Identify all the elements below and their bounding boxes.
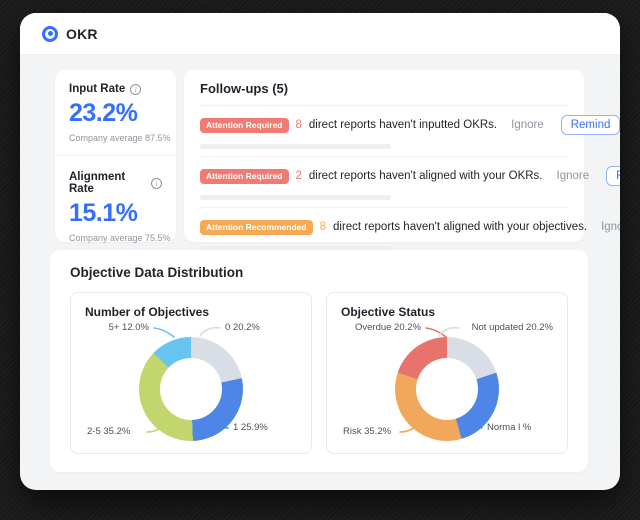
followups-card: Follow-ups (5) Attention Required 8 dire… (184, 70, 620, 251)
connector-line (438, 326, 460, 337)
chart-label: Not updated 20.2% (471, 322, 553, 333)
followup-message: direct reports haven't inputted OKRs. (308, 119, 498, 131)
chart-label: 2-5 35.2% (87, 426, 131, 437)
ignore-button[interactable]: Ignore (511, 119, 544, 131)
input-rate-company-average: Company average 87.5% (69, 133, 171, 143)
alignment-rate-value: 15.1% (69, 199, 138, 227)
objective-distribution-card: Objective Data Distribution Number of Ob… (50, 250, 588, 472)
objective-status-chart-card: Objective Status Overdue 20.2% Not updat… (326, 292, 568, 454)
input-rate-label: Input Rate (69, 83, 126, 95)
input-rate-value: 23.2% (69, 99, 138, 127)
connector-line (207, 416, 229, 429)
attention-badge: Attention Required (200, 168, 289, 184)
chart-title: Objective Status (341, 305, 436, 319)
connector-line (199, 326, 221, 337)
alignment-rate-section: Alignment Rate i 15.1% Company average 7… (55, 158, 176, 253)
alignment-rate-company-average: Company average 75.5% (69, 233, 171, 243)
okr-logo-icon (42, 25, 58, 42)
attention-badge: Attention Recommended (200, 219, 313, 235)
distribution-title: Objective Data Distribution (70, 265, 244, 280)
attention-badge: Attention Required (200, 117, 289, 133)
connector-line (425, 327, 447, 338)
app-header: OKR (20, 13, 620, 55)
followup-message: direct reports haven't aligned with your… (333, 221, 588, 233)
chart-label: 1 25.9% (233, 422, 268, 433)
remind-button[interactable]: Remind (606, 166, 620, 186)
chart-label: 5+ 12.0% (108, 322, 149, 333)
connector-line (153, 327, 175, 338)
rate-stats-card: Input Rate i 23.2% Company average 87.5%… (55, 70, 176, 243)
followups-title: Follow-ups (5) (200, 81, 289, 96)
followup-item: Attention Recommended 8 direct reports h… (200, 208, 620, 258)
chart-label: Risk 35.2% (343, 426, 392, 437)
remind-button[interactable]: Remind (560, 115, 620, 135)
alignment-rate-label: Alignment Rate (69, 171, 126, 195)
chart-title: Number of Objectives (85, 305, 210, 319)
followup-item: Attention Required 2 direct reports have… (200, 157, 620, 208)
okr-app-window: OKR Input Rate i 23.2% Company average 8… (20, 13, 620, 490)
info-icon[interactable]: i (130, 83, 142, 95)
followup-message: direct reports haven't aligned with your… (308, 170, 543, 182)
ignore-button[interactable]: Ignore (556, 170, 590, 182)
divider (200, 105, 568, 106)
input-rate-section: Input Rate i 23.2% Company average 87.5% (55, 70, 176, 153)
report-count: 8 (295, 119, 302, 131)
info-icon[interactable]: i (151, 177, 162, 189)
chart-label: Overdue 20.2% (354, 322, 421, 333)
divider (55, 155, 176, 156)
chart-label: 0 20.2% (225, 322, 260, 333)
followup-item: Attention Required 8 direct reports have… (200, 106, 620, 157)
report-count: 2 (295, 170, 302, 182)
app-title: OKR (66, 25, 98, 42)
connector-line (461, 416, 483, 429)
report-count: 8 (319, 221, 326, 233)
ignore-button[interactable]: Ignore (601, 221, 620, 233)
donut-chart (395, 337, 499, 441)
placeholder-bar (200, 144, 392, 149)
chart-label: Norma l % (487, 422, 532, 433)
placeholder-bar (200, 246, 392, 251)
number-of-objectives-chart-card: Number of Objectives 5+ 12.0% 0 20.2% 1 … (70, 292, 312, 454)
donut-chart (139, 337, 243, 441)
connector-line (146, 422, 168, 433)
connector-line (399, 422, 421, 433)
placeholder-bar (200, 195, 392, 200)
